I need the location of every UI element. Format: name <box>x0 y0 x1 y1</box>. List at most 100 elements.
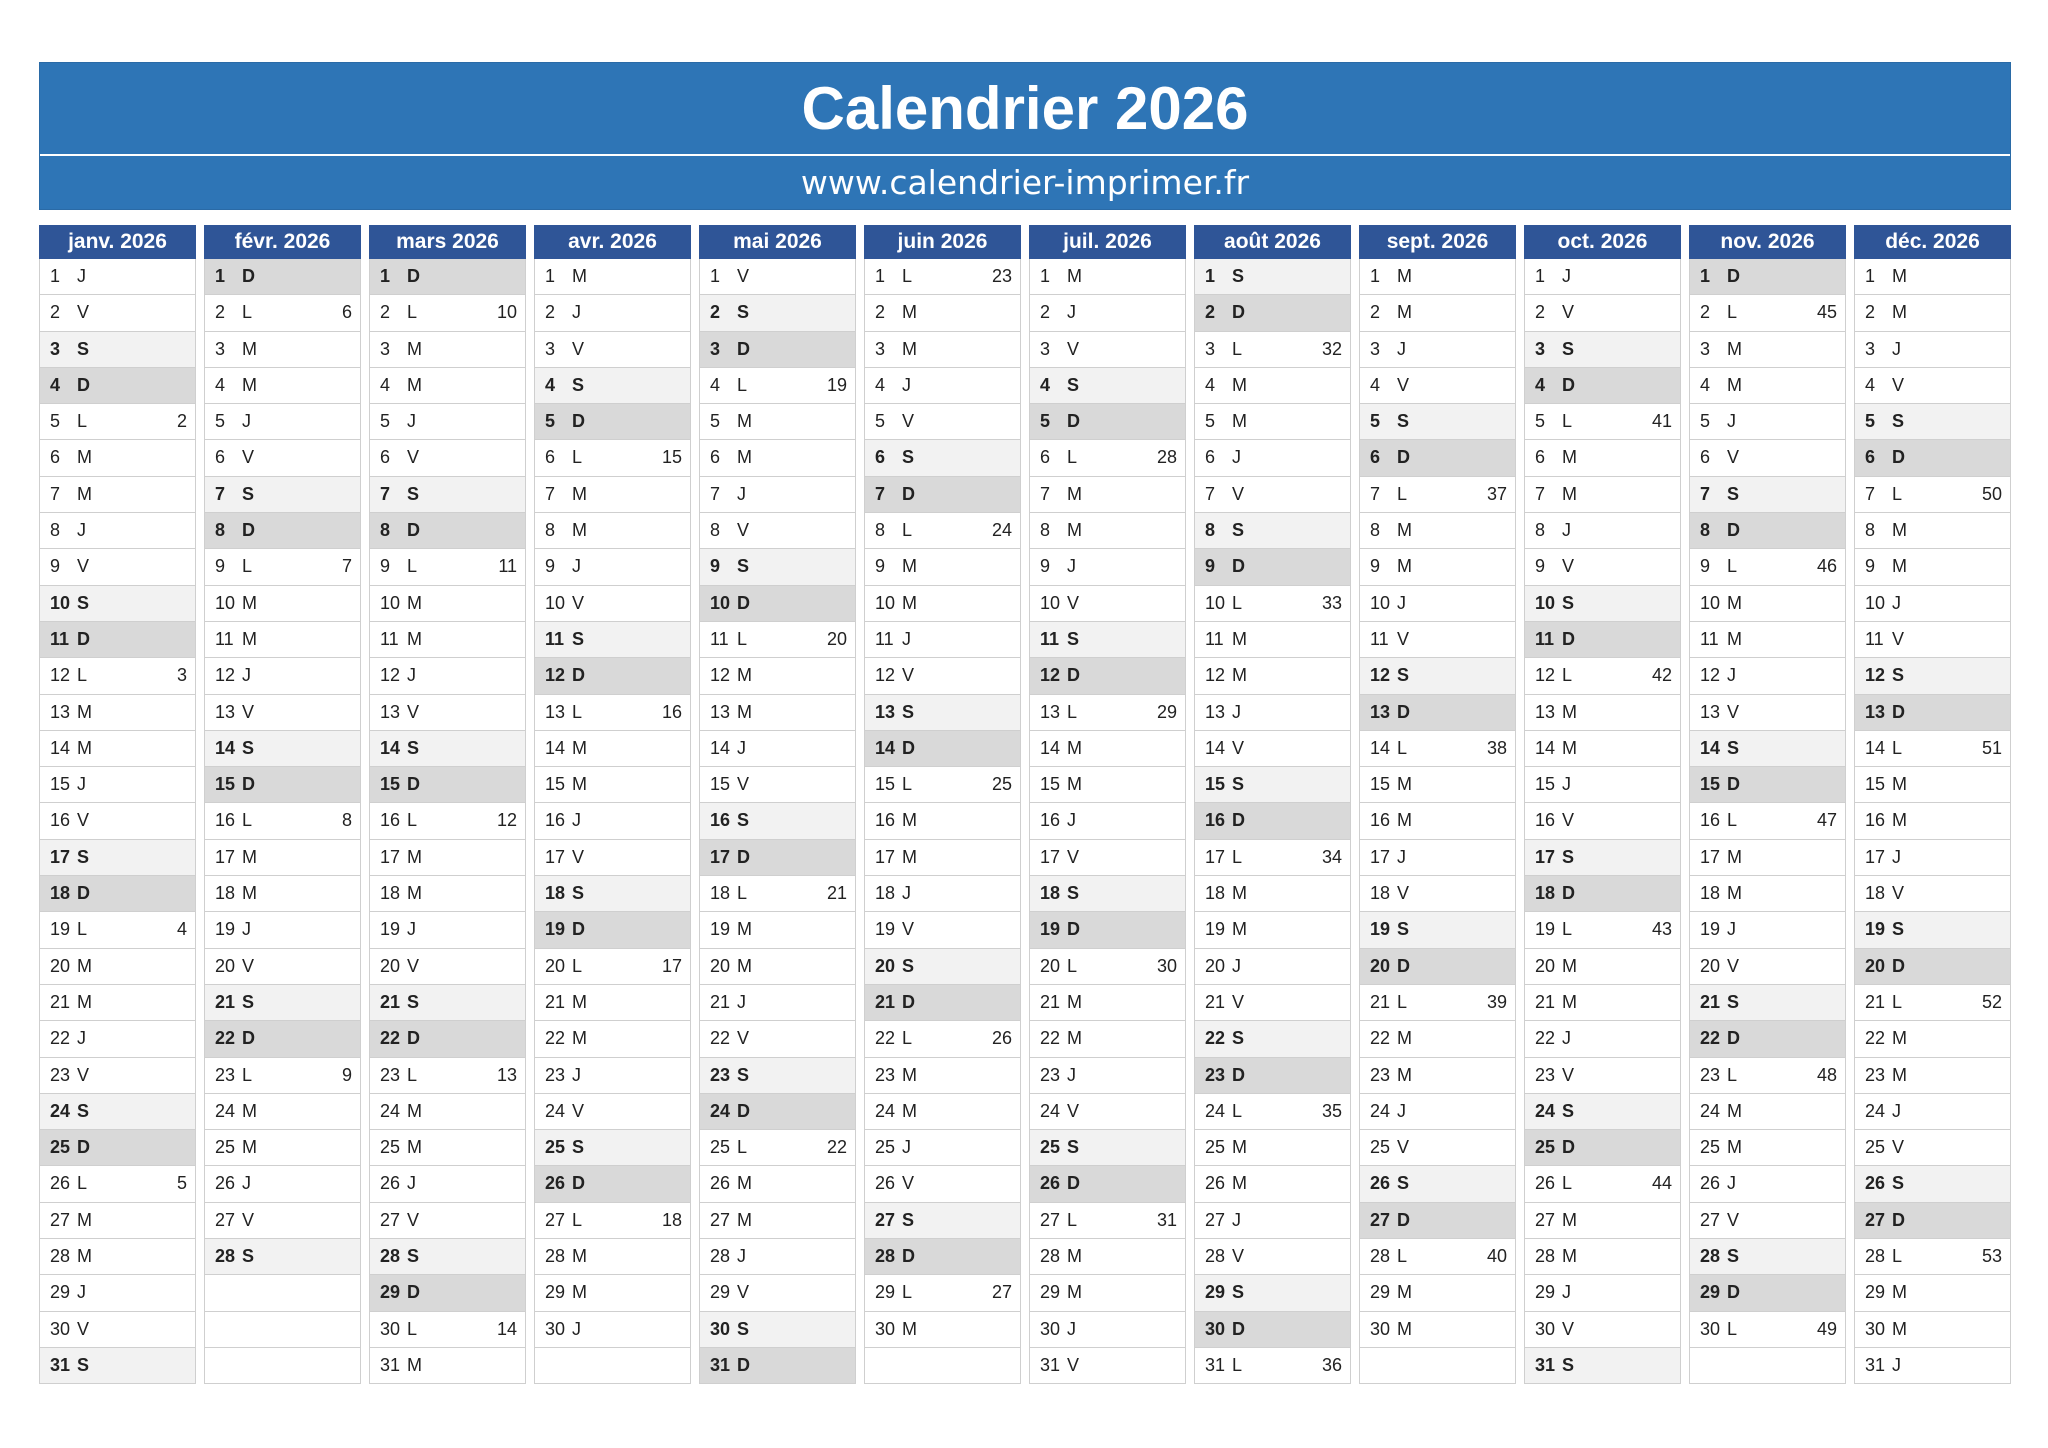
day-number: 27 <box>215 1209 236 1230</box>
week-number: 52 <box>1981 991 2002 1012</box>
day-number: 1 <box>1865 266 1876 286</box>
weekday-letter: V <box>77 556 90 577</box>
weekday-letter: J <box>77 1028 86 1049</box>
day-number: 9 <box>1535 556 1546 577</box>
day-number: 21 <box>50 991 71 1012</box>
weekday-letter: S <box>1397 1173 1410 1194</box>
day-number: 14 <box>710 737 731 758</box>
day-row: 21 L 52 <box>1855 984 2010 1022</box>
day-number: 12 <box>50 665 71 686</box>
day-number: 5 <box>545 411 556 432</box>
weekday-letter: L <box>407 1064 418 1085</box>
day-row: 18 V <box>1855 876 2010 913</box>
week-number: 5 <box>176 1173 187 1194</box>
day-number: 15 <box>380 774 401 795</box>
day-number: 25 <box>1535 1137 1556 1158</box>
weekday-letter: M <box>1892 1064 1907 1085</box>
day-number: 2 <box>1040 302 1051 323</box>
day-number: 10 <box>1535 592 1556 613</box>
weekday-letter: M <box>737 701 752 722</box>
day-number: 31 <box>1535 1354 1556 1375</box>
day-row: 30 J <box>1030 1311 1185 1348</box>
day-number: 15 <box>215 774 236 795</box>
weekday-letter: L <box>572 955 583 976</box>
day-row: 25 J <box>865 1130 1020 1167</box>
weekday-letter: M <box>572 266 587 286</box>
weekday-letter: M <box>1067 774 1082 795</box>
day-number: 4 <box>1040 374 1051 395</box>
weekday-letter: S <box>572 628 585 649</box>
day-row: 22 J <box>1525 1021 1680 1058</box>
weekday-letter: M <box>407 883 422 904</box>
day-row: 26 M <box>700 1166 855 1203</box>
week-number: 46 <box>1816 556 1837 577</box>
weekday-letter: V <box>1892 883 1905 904</box>
day-number: 6 <box>1535 447 1546 468</box>
day-number: 5 <box>1700 411 1711 432</box>
day-row: 30 M <box>1855 1311 2010 1348</box>
day-number: 1 <box>1040 266 1051 286</box>
day-number: 2 <box>1535 302 1546 323</box>
day-row: 13 S <box>865 694 1020 731</box>
weekday-letter: J <box>242 919 251 940</box>
month-column: déc. 2026 1 M 2 M 3 J 4 V 5 S 6 D 7 L 50 8 M 9 M 10 J 11 V 12 S 13… <box>1854 225 2011 1385</box>
weekday-letter: S <box>737 556 750 577</box>
day-number: 22 <box>875 1028 896 1049</box>
weekday-letter: J <box>407 919 416 940</box>
weekday-letter: J <box>737 737 746 758</box>
weekday-letter: M <box>77 737 92 758</box>
day-number: 31 <box>380 1354 401 1375</box>
day-number: 26 <box>545 1173 566 1194</box>
day-number: 5 <box>1370 411 1381 432</box>
day-row: 18 M <box>205 876 360 913</box>
weekday-letter: J <box>77 266 86 286</box>
weekday-letter: M <box>1232 919 1247 940</box>
weekday-letter: V <box>242 955 255 976</box>
day-row: 29 L 27 <box>865 1275 1020 1312</box>
weekday-letter: M <box>1562 1246 1577 1267</box>
day-number: 22 <box>1205 1028 1226 1049</box>
website-link[interactable]: www.calendrier-imprimer.fr <box>800 163 1250 202</box>
day-number: 8 <box>380 520 391 541</box>
weekday-letter: L <box>1727 1318 1738 1339</box>
day-number: 3 <box>1700 338 1711 359</box>
day-number: 23 <box>1040 1064 1061 1085</box>
day-number: 10 <box>1205 592 1226 613</box>
day-number: 1 <box>1700 266 1711 286</box>
weekday-letter: L <box>1232 592 1243 613</box>
day-number: 23 <box>1700 1064 1721 1085</box>
day-number: 4 <box>710 374 721 395</box>
day-row: 12 M <box>700 658 855 695</box>
week-number: 10 <box>496 302 517 323</box>
day-number: 11 <box>1700 628 1719 649</box>
day-number: 15 <box>710 774 731 795</box>
weekday-letter: M <box>242 1100 257 1121</box>
month-column: janv. 2026 1 J 2 V 3 S 4 D 5 L 2 6 M 7 M 8 J 9 V 10 S 11 D 12 L 3 1… <box>39 225 196 1385</box>
day-number: 8 <box>50 520 61 541</box>
empty-cell <box>865 1347 1020 1385</box>
day-number: 14 <box>50 737 71 758</box>
day-number: 9 <box>1370 556 1381 577</box>
weekday-letter: S <box>77 1354 90 1375</box>
weekday-letter: V <box>1562 1064 1575 1085</box>
weekday-letter: L <box>737 374 748 395</box>
day-number: 19 <box>1535 919 1556 940</box>
day-row: 18 J <box>865 876 1020 913</box>
day-number: 19 <box>1865 919 1886 940</box>
weekday-letter: M <box>407 1137 422 1158</box>
day-row: 20 M <box>40 948 195 985</box>
day-row: 10 D <box>700 585 855 622</box>
month-column: févr. 2026 1 D 2 L 6 3 M 4 M 5 J 6 V 7 S 8 D 9 L 7 10 M 11 M 12 J 1… <box>204 225 361 1385</box>
day-row: 10 M <box>370 585 525 622</box>
week-number: 27 <box>991 1282 1012 1303</box>
day-number: 3 <box>1040 338 1051 359</box>
day-row: 8 L 24 <box>865 513 1020 550</box>
day-number: 27 <box>380 1209 401 1230</box>
